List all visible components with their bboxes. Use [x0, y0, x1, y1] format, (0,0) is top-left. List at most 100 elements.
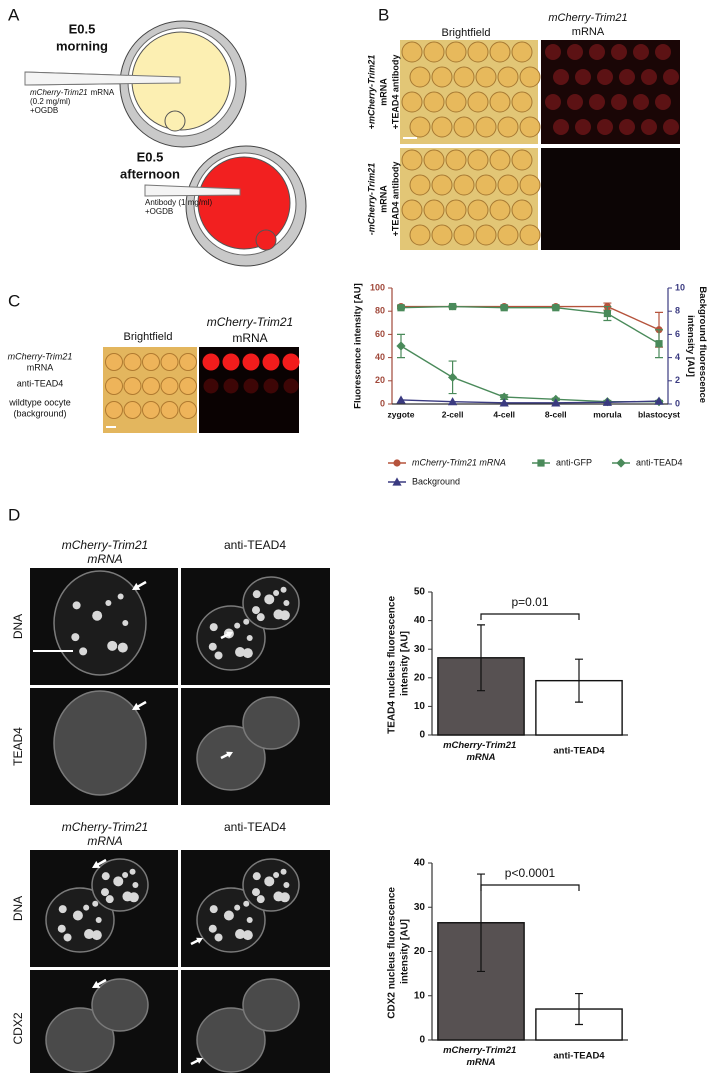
cell: [641, 119, 657, 135]
nucleus: [100, 888, 109, 897]
cell: [105, 401, 123, 419]
cell: [475, 224, 497, 246]
nucleus: [214, 651, 223, 660]
marker: [397, 304, 405, 312]
nucleus: [242, 648, 253, 659]
cell: [160, 353, 179, 371]
cell: [453, 224, 475, 246]
cell: [283, 378, 299, 394]
nucleus: [83, 904, 90, 911]
cell: [553, 69, 569, 85]
column-header: anti-TEAD4: [224, 538, 286, 552]
cell: [423, 199, 445, 221]
significance-bracket: [480, 884, 580, 891]
y2-tick-label: 0: [675, 398, 680, 408]
nucleus: [264, 876, 275, 887]
y2-tick-label: 10: [675, 282, 685, 292]
cell: [497, 116, 519, 138]
cell: [179, 353, 197, 371]
text-line: mRNA: [466, 752, 495, 763]
cell: [475, 174, 497, 196]
column-header: mRNA: [572, 26, 605, 38]
arrow-head: [92, 860, 101, 868]
cell: [589, 94, 605, 110]
cell: [401, 41, 423, 63]
cell: [179, 377, 197, 395]
row-label: wildtype oocyte: [8, 397, 71, 407]
nucleus: [209, 623, 218, 632]
row-label: mRNA: [378, 185, 388, 213]
nucleus: [234, 904, 241, 911]
cell: [431, 174, 453, 196]
cell: [497, 224, 519, 246]
nucleus: [107, 640, 118, 651]
cell: [203, 378, 219, 394]
y-tick-label: 100: [370, 282, 385, 292]
nucleus: [129, 868, 136, 875]
nucleus: [235, 647, 246, 658]
marker: [654, 396, 664, 405]
cell: [497, 174, 519, 196]
annotation: p=0.01: [511, 595, 548, 609]
cell: [619, 69, 635, 85]
column-header: mCherry-Trim21: [207, 315, 293, 329]
cell: [663, 69, 679, 85]
nucleus: [214, 933, 223, 942]
cell: [453, 66, 475, 88]
cell: [611, 44, 627, 60]
cell: [597, 69, 613, 85]
cell: [409, 66, 431, 88]
panel-label: A: [8, 5, 20, 24]
label: (0.2 mg/ml): [30, 97, 71, 106]
marker: [616, 458, 626, 468]
y-axis-label: CDX2 nucleus fluorescence intensity [AU]: [386, 884, 410, 1019]
y-tick-label: 80: [375, 306, 385, 316]
series-line: [400, 345, 659, 403]
series-line: [401, 305, 660, 331]
column-header: mRNA: [87, 834, 122, 848]
marker: [448, 372, 458, 382]
x-tick-label: anti-TEAD4: [553, 746, 605, 757]
significance-bracket: [480, 613, 580, 620]
nucleus: [208, 642, 217, 651]
cell: [160, 401, 179, 419]
cell: [467, 149, 489, 171]
cell: [475, 66, 497, 88]
nucleus: [132, 882, 139, 888]
row-label: DNA: [11, 896, 25, 921]
text-line: TEAD4 nucleus fluorescence: [386, 593, 397, 734]
column-header: mCherry-Trim21: [62, 538, 148, 552]
nucleus: [58, 905, 67, 914]
nucleus: [243, 618, 250, 625]
marker: [448, 397, 458, 406]
cell: [489, 41, 511, 63]
text-line: intensity [AU]: [399, 631, 410, 696]
row-label: TEAD4: [11, 727, 25, 766]
nucleus: [246, 917, 253, 923]
row-label: CDX2: [11, 1012, 25, 1044]
y-tick-label: 30: [414, 902, 426, 913]
y-tick-label: 0: [419, 1035, 425, 1046]
cell: [489, 91, 511, 113]
nucleus: [84, 929, 95, 940]
column-header: mRNA: [87, 552, 122, 566]
legend-label: anti-GFP: [556, 457, 592, 467]
nucleus: [91, 930, 102, 941]
column-header: Brightfield: [442, 27, 491, 39]
x-tick-label: 4-cell: [493, 409, 515, 419]
nucleus: [72, 601, 81, 610]
series-line: [400, 399, 660, 404]
column-header: mCherry-Trim21: [548, 12, 627, 24]
text-line: mCherry-Trim21: [443, 1045, 519, 1056]
nucleus: [105, 599, 112, 606]
cell: [409, 174, 431, 196]
nucleus: [105, 895, 114, 904]
nucleus: [251, 888, 260, 897]
arrow-head: [196, 937, 203, 944]
cell: [142, 353, 160, 371]
cell: [53, 570, 147, 676]
arrow-head: [226, 751, 233, 758]
y-tick-label: 40: [414, 858, 426, 869]
y-tick-label: 30: [414, 644, 426, 655]
